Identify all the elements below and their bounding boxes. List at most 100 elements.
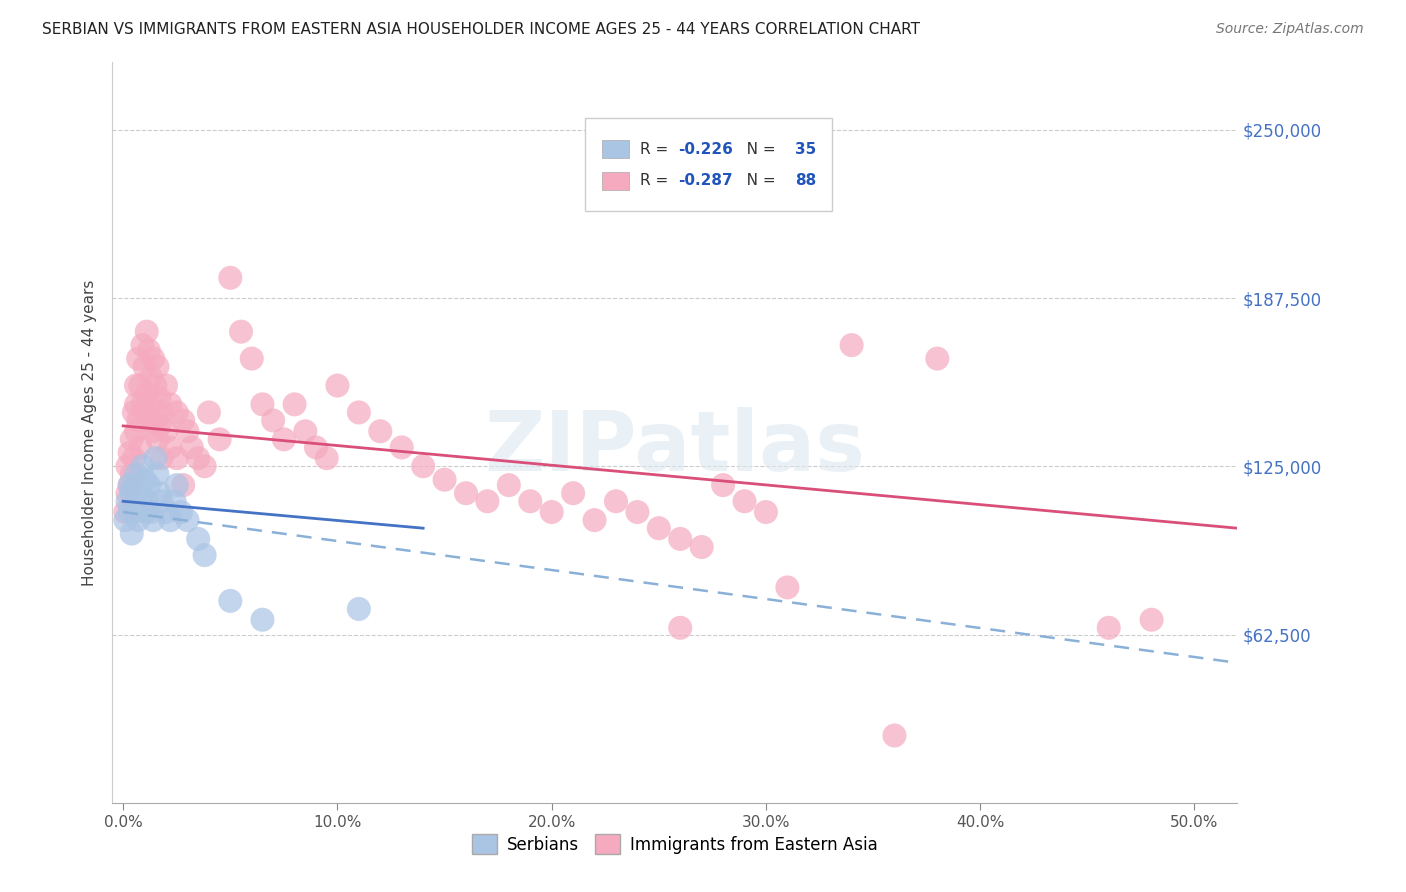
- Point: [498, 478, 520, 492]
- Point: [166, 405, 188, 419]
- Point: [690, 540, 713, 554]
- Point: [883, 729, 905, 743]
- Point: [146, 433, 169, 447]
- Point: [149, 418, 172, 433]
- Point: [198, 405, 221, 419]
- Point: [131, 397, 153, 411]
- Point: [122, 478, 145, 492]
- Point: [150, 405, 173, 419]
- Point: [118, 478, 141, 492]
- Point: [326, 378, 349, 392]
- Text: 35: 35: [796, 142, 817, 157]
- Point: [262, 413, 284, 427]
- Point: [454, 486, 477, 500]
- Point: [605, 494, 627, 508]
- Point: [127, 413, 149, 427]
- Point: [841, 338, 863, 352]
- Point: [187, 532, 209, 546]
- Bar: [585, 118, 832, 211]
- Point: [166, 451, 188, 466]
- Point: [143, 451, 166, 466]
- Point: [305, 441, 328, 455]
- Point: [146, 359, 169, 374]
- Point: [229, 325, 252, 339]
- Point: [117, 486, 139, 500]
- Point: [146, 467, 169, 482]
- Point: [755, 505, 778, 519]
- Point: [150, 494, 173, 508]
- Point: [134, 505, 156, 519]
- Point: [477, 494, 499, 508]
- Text: N =: N =: [733, 173, 780, 188]
- Point: [155, 378, 177, 392]
- Point: [114, 505, 136, 519]
- Point: [127, 351, 149, 366]
- Text: ZIPatlas: ZIPatlas: [485, 407, 865, 488]
- Point: [134, 473, 156, 487]
- Point: [648, 521, 671, 535]
- Point: [347, 602, 370, 616]
- Point: [170, 505, 193, 519]
- Point: [368, 424, 391, 438]
- Point: [194, 548, 217, 562]
- Point: [125, 397, 148, 411]
- Point: [127, 513, 149, 527]
- Text: Source: ZipAtlas.com: Source: ZipAtlas.com: [1216, 22, 1364, 37]
- Text: R =: R =: [640, 173, 673, 188]
- Point: [155, 505, 177, 519]
- Point: [118, 478, 141, 492]
- Point: [252, 613, 274, 627]
- Point: [142, 513, 165, 527]
- Point: [149, 486, 172, 500]
- Point: [562, 486, 585, 500]
- Point: [134, 405, 156, 419]
- Point: [139, 370, 162, 384]
- Point: [134, 359, 156, 374]
- Point: [176, 513, 198, 527]
- Point: [208, 433, 231, 447]
- Point: [172, 478, 194, 492]
- Point: [347, 405, 370, 419]
- Point: [412, 459, 434, 474]
- Point: [138, 343, 160, 358]
- Point: [180, 441, 202, 455]
- Point: [121, 526, 143, 541]
- Point: [117, 494, 139, 508]
- Point: [142, 424, 165, 438]
- Point: [252, 397, 274, 411]
- Point: [927, 351, 949, 366]
- Text: -0.226: -0.226: [678, 142, 733, 157]
- Text: SERBIAN VS IMMIGRANTS FROM EASTERN ASIA HOUSEHOLDER INCOME AGES 25 - 44 YEARS CO: SERBIAN VS IMMIGRANTS FROM EASTERN ASIA …: [42, 22, 920, 37]
- Text: N =: N =: [733, 142, 780, 157]
- Point: [149, 392, 172, 406]
- Point: [273, 433, 295, 447]
- Point: [669, 621, 692, 635]
- Point: [135, 494, 157, 508]
- Point: [734, 494, 756, 508]
- Point: [139, 397, 162, 411]
- Bar: [602, 172, 628, 190]
- Point: [138, 478, 160, 492]
- Point: [129, 441, 152, 455]
- Point: [176, 424, 198, 438]
- Point: [626, 505, 648, 519]
- Point: [155, 424, 177, 438]
- Point: [138, 413, 160, 427]
- Point: [159, 441, 181, 455]
- Point: [125, 494, 148, 508]
- Point: [114, 513, 136, 527]
- Point: [131, 459, 153, 474]
- Point: [117, 459, 139, 474]
- Point: [118, 505, 141, 519]
- Legend: Serbians, Immigrants from Eastern Asia: Serbians, Immigrants from Eastern Asia: [465, 828, 884, 861]
- Point: [139, 505, 162, 519]
- Point: [121, 467, 143, 482]
- Point: [129, 378, 152, 392]
- Point: [142, 351, 165, 366]
- Point: [125, 424, 148, 438]
- Point: [131, 338, 153, 352]
- Point: [315, 451, 337, 466]
- Point: [219, 270, 242, 285]
- Point: [669, 532, 692, 546]
- Point: [519, 494, 541, 508]
